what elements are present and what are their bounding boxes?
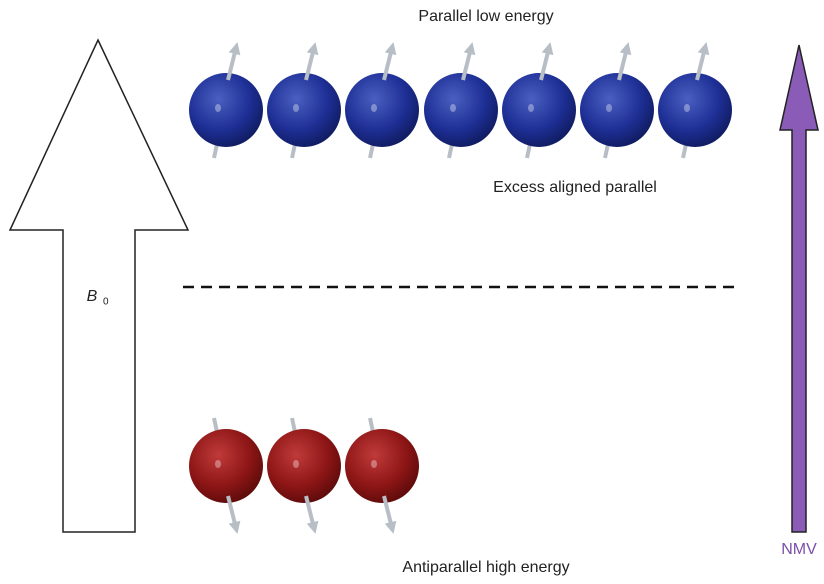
sphere-highlight [606,104,612,112]
diagram: B 0 NMV Parallel low energy Excess align… [0,0,824,584]
bottom-label: Antiparallel high energy [402,559,569,576]
sphere-highlight [293,460,299,468]
sphere-highlight [293,104,299,112]
spin-sphere [267,429,341,503]
spin-sphere [267,73,341,147]
field-subscript: 0 [103,297,109,308]
spin-sphere [189,73,263,147]
sphere-highlight [215,104,221,112]
sphere-highlight [215,460,221,468]
spin-sphere [502,73,576,147]
nmv-arrow [780,45,818,532]
spin-sphere [345,73,419,147]
field-arrow [10,40,188,532]
spin-sphere [424,73,498,147]
excess-label: Excess aligned parallel [493,179,657,196]
top-label: Parallel low energy [418,8,553,25]
nmv-label: NMV [781,541,817,558]
field-label: B [87,288,98,305]
sphere-highlight [684,104,690,112]
sphere-highlight [371,460,377,468]
spin-sphere [345,429,419,503]
spin-sphere [580,73,654,147]
spin-sphere [189,429,263,503]
sphere-highlight [371,104,377,112]
spin-sphere [658,73,732,147]
sphere-highlight [528,104,534,112]
sphere-highlight [450,104,456,112]
